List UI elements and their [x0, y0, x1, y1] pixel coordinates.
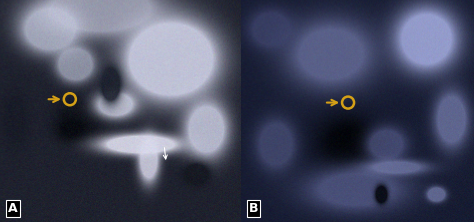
- Text: B: B: [249, 202, 258, 215]
- Text: A: A: [8, 202, 18, 215]
